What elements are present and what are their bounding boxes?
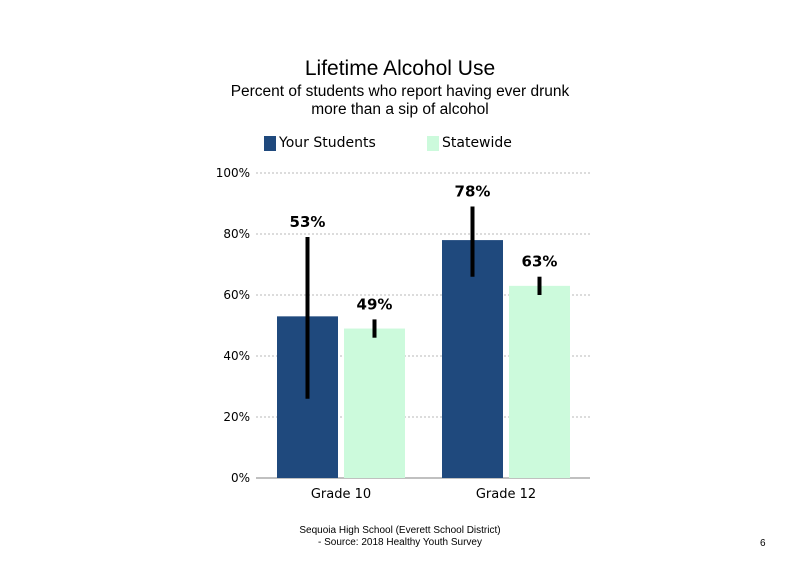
subtitle-line-2: more than a sip of alcohol xyxy=(311,101,489,118)
legend-item-statewide: Statewide xyxy=(427,134,512,152)
y-tick-label-100: 100% xyxy=(216,166,250,180)
data-label-0-1: 78% xyxy=(455,183,491,201)
x-tick-label-grade-10: Grade 10 xyxy=(311,487,371,502)
bar-statewide-grade-10 xyxy=(344,328,405,478)
legend-item-your-students: Your Students xyxy=(264,134,376,152)
legend-swatch-your-students xyxy=(264,135,276,151)
footer-source: Sequoia High School (Everett School Dist… xyxy=(200,525,600,549)
bar-your-students-grade-12 xyxy=(442,240,503,478)
footer-line-1: Sequoia High School (Everett School Dist… xyxy=(299,525,501,536)
chart-subtitle: Percent of students who report having ev… xyxy=(200,83,600,119)
legend-label-statewide: Statewide xyxy=(442,135,512,151)
data-label-1-1: 63% xyxy=(522,253,558,271)
chart-title: Lifetime Alcohol Use xyxy=(304,57,496,80)
y-tick-label-60: 60% xyxy=(223,288,250,302)
x-tick-label-grade-12: Grade 12 xyxy=(476,487,536,502)
y-tick-label-80: 80% xyxy=(223,227,250,241)
data-label-1-0: 49% xyxy=(357,295,393,313)
y-tick-label-0: 0% xyxy=(231,471,250,485)
y-tick-label-40: 40% xyxy=(223,349,250,363)
footer-line-2: - Source: 2018 Healthy Youth Survey xyxy=(318,537,482,548)
page-number: 6 xyxy=(760,538,766,549)
legend-label-your-students: Your Students xyxy=(279,135,376,151)
subtitle-line-1: Percent of students who report having ev… xyxy=(230,83,570,100)
legend-swatch-statewide xyxy=(427,135,439,151)
data-label-0-0: 53% xyxy=(290,213,326,231)
y-tick-label-20: 20% xyxy=(223,410,250,424)
bar-statewide-grade-12 xyxy=(509,285,570,478)
